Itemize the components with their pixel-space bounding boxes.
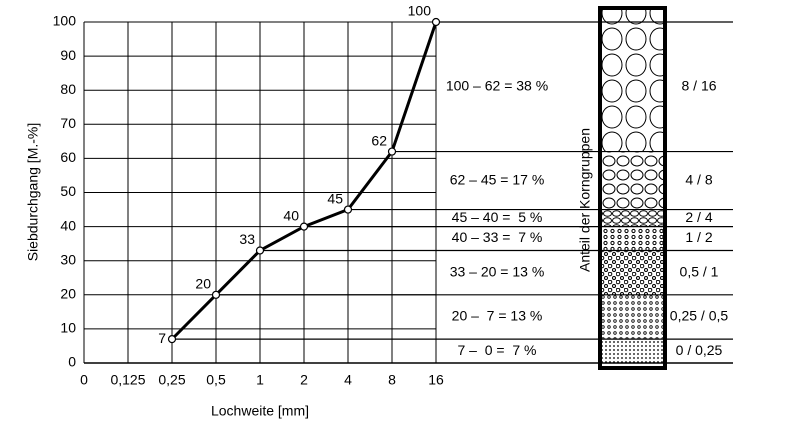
grain-group: 0,5 / 1 xyxy=(680,263,719,279)
y-tick-label: 50 xyxy=(60,183,76,199)
y-tick-label: 40 xyxy=(60,217,76,233)
data-label: 100 xyxy=(408,3,432,19)
data-point xyxy=(343,205,353,214)
data-point xyxy=(211,290,221,299)
data-point xyxy=(431,17,441,27)
x-tick-label: 0 xyxy=(80,372,88,388)
grain-column xyxy=(598,6,667,370)
data-label: 62 xyxy=(371,132,387,148)
band-annotation: 45 – 40 = 5 % xyxy=(452,209,543,225)
grain-group: 0,25 / 0,5 xyxy=(670,308,729,324)
column-label: Anteil der Korngruppen xyxy=(577,128,593,272)
grain-group: 8 / 16 xyxy=(681,77,716,93)
x-tick-label: 0,5 xyxy=(206,372,226,388)
y-tick-label: 100 xyxy=(53,13,77,29)
y-tick-label: 30 xyxy=(60,251,76,267)
x-tick-label: 8 xyxy=(388,372,396,388)
x-tick-label: 0,25 xyxy=(158,372,185,388)
grain-group: 4 / 8 xyxy=(685,171,712,187)
grain-group: 2 / 4 xyxy=(685,209,712,225)
grain-band xyxy=(602,226,663,251)
x-tick-label: 4 xyxy=(344,372,352,388)
y-tick-label: 0 xyxy=(68,354,76,370)
band-annotation: 20 – 7 = 13 % xyxy=(452,308,543,324)
grain-band xyxy=(602,151,663,210)
y-tick-label: 90 xyxy=(60,47,76,63)
data-point xyxy=(255,246,265,255)
grain-band xyxy=(602,339,663,363)
grain-band xyxy=(602,8,663,152)
band-annotation: 7 – 0 = 7 % xyxy=(458,342,537,358)
data-label: 40 xyxy=(283,207,299,223)
y-tick-label: 10 xyxy=(60,320,76,336)
grain-group: 0 / 0,25 xyxy=(676,342,723,358)
data-label: 7 xyxy=(158,330,166,346)
grain-group: 1 / 2 xyxy=(685,229,712,245)
band-annotation: 62 – 45 = 17 % xyxy=(450,171,545,187)
band-annotation: 100 – 62 = 38 % xyxy=(446,77,548,93)
grain-band xyxy=(602,209,663,227)
grain-band xyxy=(602,294,663,340)
x-tick-label: 2 xyxy=(300,372,308,388)
y-tick-label: 20 xyxy=(60,286,76,302)
y-tick-label: 70 xyxy=(60,115,76,131)
data-label: 45 xyxy=(327,190,343,206)
data-point xyxy=(299,222,309,231)
y-tick-label: 60 xyxy=(60,149,76,165)
grain-band xyxy=(602,250,663,295)
band-annotation: 40 – 33 = 7 % xyxy=(452,229,543,245)
data-label: 20 xyxy=(195,276,211,292)
x-tick-label: 16 xyxy=(428,372,444,388)
data-point xyxy=(167,335,177,344)
x-tick-label: 1 xyxy=(256,372,264,388)
data-point xyxy=(387,147,397,156)
band-annotation: 33 – 20 = 13 % xyxy=(450,263,545,279)
data-label: 33 xyxy=(239,231,255,247)
y-axis-label: Siebdurchgang [M.-%] xyxy=(25,123,41,262)
x-axis-label: Lochweite [mm] xyxy=(211,403,309,419)
y-tick-label: 80 xyxy=(60,81,76,97)
x-tick-label: 0,125 xyxy=(110,372,145,388)
